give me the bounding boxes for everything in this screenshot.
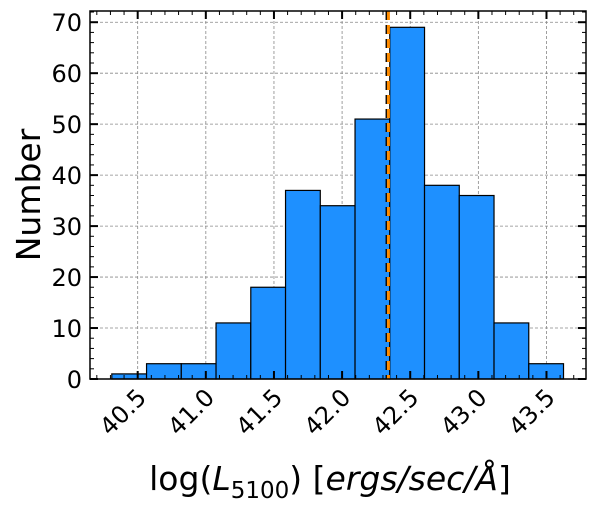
x-tick-label: 43.0 xyxy=(435,383,493,441)
y-tick-label: 70 xyxy=(51,9,82,37)
bar xyxy=(319,205,356,380)
bar xyxy=(423,184,460,380)
bar xyxy=(111,373,148,380)
y-axis-label: Number xyxy=(9,128,48,261)
y-tick-label: 60 xyxy=(51,60,82,88)
y-tick-label: 20 xyxy=(51,264,82,292)
y-tick-label: 30 xyxy=(51,213,82,241)
x-tick-label: 43.5 xyxy=(503,383,561,441)
y-tick-label: 10 xyxy=(51,315,82,343)
x-axis-label-part: log( xyxy=(149,459,212,498)
x-tick-label: 40.5 xyxy=(94,383,152,441)
bar xyxy=(215,322,252,380)
bar xyxy=(284,189,321,380)
x-axis-label-part: L xyxy=(212,459,230,498)
x-tick-label: 41.5 xyxy=(231,383,289,441)
bar xyxy=(389,26,426,380)
x-axis-label-part: ergs/sec/Å xyxy=(326,458,498,498)
x-axis-label: log(L5100) [ergs/sec/Å] xyxy=(149,458,511,504)
x-tick-label: 42.5 xyxy=(367,383,425,441)
bar xyxy=(493,322,530,380)
bar xyxy=(180,363,217,380)
y-tick-label: 50 xyxy=(51,111,82,139)
x-tick-label: 41.0 xyxy=(162,383,220,441)
x-tick-label: 42.0 xyxy=(299,383,357,441)
x-axis-label-part: ) [ xyxy=(289,459,325,498)
bar xyxy=(354,118,391,380)
y-tick-label: 0 xyxy=(67,366,82,394)
bar xyxy=(250,286,287,380)
y-tick-label: 40 xyxy=(51,162,82,190)
x-axis-label-part: ] xyxy=(498,459,511,498)
bar xyxy=(458,194,495,380)
plot-frame xyxy=(89,10,587,380)
x-axis-label-part: 5100 xyxy=(231,478,290,504)
